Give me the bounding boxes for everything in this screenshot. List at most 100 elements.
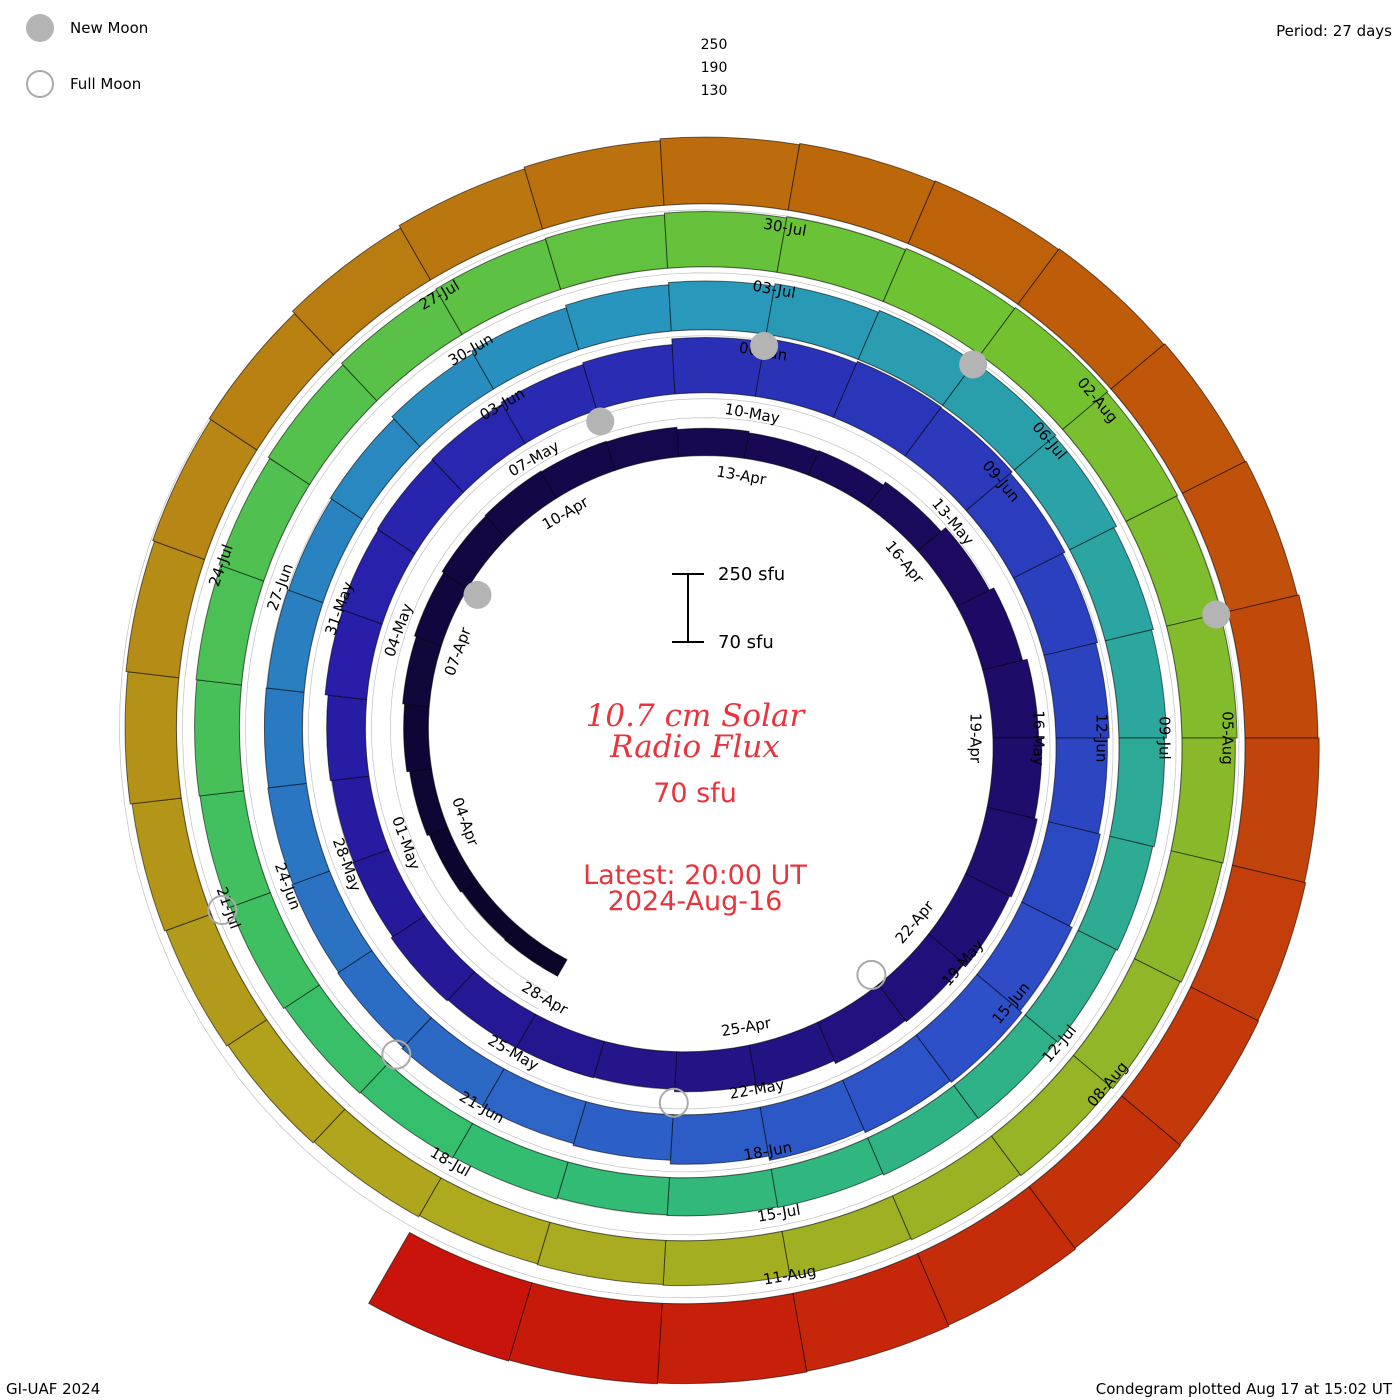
full-moon-marker <box>658 1087 689 1118</box>
flux-bar <box>291 870 373 974</box>
flux-bar <box>572 1101 674 1161</box>
flux-bar <box>656 1292 808 1385</box>
flux-bar <box>503 925 568 977</box>
date-label: 05-Aug <box>1219 711 1237 764</box>
flux-bar <box>659 136 801 211</box>
guide-spiral <box>119 146 1303 1362</box>
flux-bar <box>759 1079 865 1161</box>
flux-bar <box>1024 929 1117 1044</box>
flux-bar <box>368 1231 533 1362</box>
flux-bar <box>402 635 442 708</box>
flux-bar <box>564 284 672 351</box>
scale-bar: 250 sfu 70 sfu <box>672 564 785 653</box>
flux-bar <box>536 1221 667 1286</box>
flux-bar <box>481 1068 587 1145</box>
flux-bar <box>124 671 182 805</box>
moon-markers <box>207 332 1231 1118</box>
date-label: 10-May <box>723 400 781 427</box>
new-moon-marker <box>750 332 779 360</box>
flux-bar <box>326 694 370 782</box>
full-moon-icon <box>26 70 54 98</box>
ring-scale-label: 190 <box>701 60 728 76</box>
flux-bar <box>1013 435 1118 551</box>
flux-bars <box>124 136 1320 1385</box>
flux-bar <box>662 1230 791 1287</box>
flux-bar <box>866 1084 979 1176</box>
chart-title-line1: 10.7 cm Solar <box>585 698 805 734</box>
flux-bar <box>807 450 885 508</box>
flux-bar <box>556 1161 670 1216</box>
flux-bar <box>199 790 271 909</box>
flux-bar <box>194 679 245 797</box>
flux-bar <box>891 1135 1021 1241</box>
flux-bar <box>1012 552 1099 656</box>
date-label: 16-May <box>1030 710 1048 766</box>
flux-bar <box>748 1021 835 1087</box>
flux-bar <box>1109 737 1166 848</box>
new-moon-icon <box>26 14 54 42</box>
flux-bar <box>508 1282 663 1385</box>
latest-date-label: 2024-Aug-16 <box>607 886 783 917</box>
flux-bar <box>1077 835 1154 951</box>
flux-bar <box>484 470 558 539</box>
flux-bar <box>131 797 212 932</box>
flux-bar <box>927 873 1011 967</box>
plotted-label: Condegram plotted Aug 17 at 15:02 UT <box>1095 1380 1392 1398</box>
flux-bar <box>1072 958 1181 1090</box>
flux-bar <box>1043 642 1110 739</box>
legend-full-moon: Full Moon <box>26 68 141 100</box>
flux-bar <box>1104 629 1168 739</box>
full-moon-marker <box>856 959 887 990</box>
scale-bar-bottom-label: 70 sfu <box>718 632 774 653</box>
flux-bar <box>592 1040 678 1090</box>
flux-bar <box>266 589 324 693</box>
flux-bar <box>581 344 676 411</box>
latest-time-label: Latest: 20:00 UT <box>583 860 807 891</box>
credit-label: GI-UAF 2024 <box>6 1380 101 1398</box>
flux-bar <box>125 540 206 679</box>
flux-bar <box>263 687 307 789</box>
flux-bar <box>403 703 433 773</box>
full-moon-marker <box>207 895 238 925</box>
flux-bar <box>409 768 449 837</box>
flux-bar <box>1227 594 1319 739</box>
ring-scale-label: 130 <box>701 83 728 99</box>
new-moon-marker <box>586 407 615 436</box>
flux-bar <box>267 782 331 885</box>
date-label: 19-Apr <box>967 713 985 764</box>
legend-full-moon-label: Full Moon <box>70 75 142 93</box>
date-label: 09-Jul <box>1156 716 1174 759</box>
flux-bar <box>990 1054 1112 1177</box>
flux-bar <box>390 915 476 1002</box>
flux-bar <box>666 1168 779 1217</box>
new-moon-marker <box>463 580 492 609</box>
flux-bar <box>832 360 943 457</box>
flux-bar <box>540 440 616 499</box>
flux-bar <box>965 472 1066 579</box>
flux-bar <box>964 806 1038 898</box>
flux-bar <box>401 1016 505 1107</box>
scale-bar-top-label: 250 sfu <box>718 564 785 585</box>
flux-bar <box>817 983 906 1065</box>
flux-bar <box>941 361 1057 471</box>
flux-bar <box>770 1137 884 1209</box>
full-moon-marker <box>381 1039 412 1070</box>
flux-bar <box>841 1034 951 1134</box>
flux-bar <box>669 1106 770 1165</box>
flux-bar <box>1231 737 1320 884</box>
flux-bar <box>1165 612 1238 739</box>
chart-title-line2: Radio Flux <box>610 729 780 765</box>
legend-new-moon: New Moon <box>26 12 148 44</box>
date-label: 12-Jun <box>1093 714 1111 763</box>
new-moon-marker <box>959 350 988 379</box>
flux-bar <box>1170 737 1236 864</box>
flux-bar <box>915 973 1023 1084</box>
ring-scale-labels: 250 190 130 <box>701 37 728 99</box>
flux-bar <box>1133 850 1223 983</box>
date-label: 25-Apr <box>720 1014 773 1041</box>
baseline-label: 70 sfu <box>653 778 737 809</box>
flux-bar <box>605 426 680 472</box>
flux-bar <box>336 949 433 1049</box>
period-label: Period: 27 days <box>1276 22 1392 40</box>
